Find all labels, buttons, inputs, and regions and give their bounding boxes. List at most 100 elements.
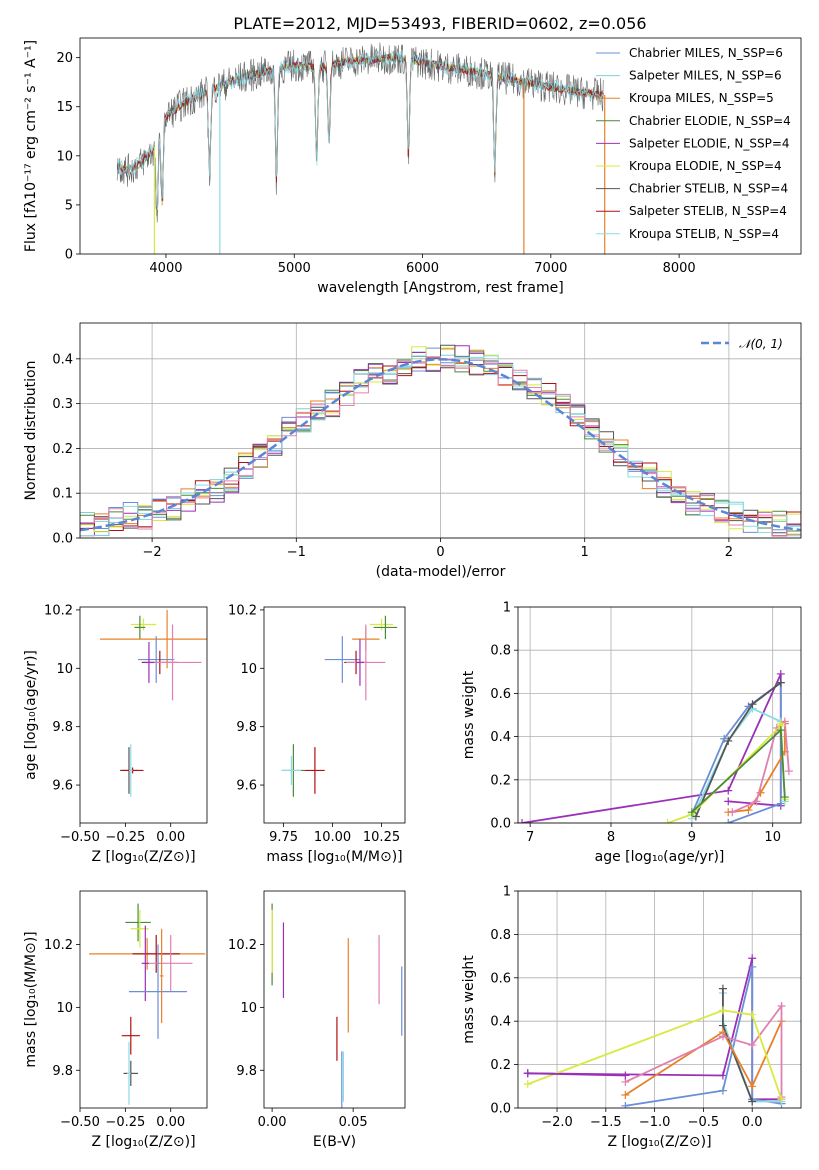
- axes-frame: [517, 890, 802, 1109]
- y-tick-label: 5: [65, 198, 73, 213]
- y-tick-label: 0.3: [52, 397, 73, 412]
- x-axis-label: mass [log₁₀(M/M⊙)]: [266, 849, 402, 865]
- normal-curve: [80, 358, 801, 532]
- residuals-panel: −2 −1 0 1 2 0.0 0.1 0.2 0.3 0.4 (data-model)/error…: [23, 322, 802, 580]
- weight-marker: [756, 788, 765, 797]
- weight-marker: [748, 1041, 757, 1050]
- figure-title: PLATE=2012, MJD=53493, FIBERID=0602, z=0…: [233, 14, 646, 33]
- x-axis-label: Z [log₁₀(Z/Z⊙)]: [91, 1134, 195, 1150]
- y-tick-label: 0.6: [490, 971, 511, 986]
- y-axis-label: age [log₁₀(age/yr)]: [23, 650, 39, 780]
- axes-frame: [517, 606, 802, 824]
- weight-line: [691, 728, 786, 813]
- weight-line: [695, 681, 782, 817]
- y-axis-label: mass weight: [461, 955, 477, 1044]
- weight-marker: [748, 954, 757, 963]
- x-tick-label: 9.75: [269, 830, 298, 845]
- x-tick-label: −1.0: [639, 1115, 671, 1130]
- y-tick-label: 10: [240, 1001, 257, 1016]
- weight-marker: [523, 1080, 532, 1089]
- age-vs-Z-plot-area: [99, 609, 207, 797]
- y-tick-label: 0.1: [52, 487, 73, 502]
- x-axis-label: wavelength [Angstrom, rest frame]: [317, 280, 563, 296]
- x-tick-label: 1: [581, 545, 589, 560]
- axes-frame: [79, 37, 802, 255]
- mass-vs-ebv-plot-area: [271, 903, 403, 1108]
- weight-marker: [724, 786, 733, 795]
- y-tick-label: 0: [65, 248, 73, 263]
- y-tick-label: 10.2: [44, 603, 73, 618]
- weight-marker: [748, 1097, 757, 1106]
- spectrum-line: [116, 53, 604, 211]
- y-tick-label: 10.2: [44, 938, 73, 953]
- y-tick-label: 0.6: [490, 687, 511, 702]
- y-tick-label: 0.0: [490, 817, 511, 832]
- weight-vs-age-plot-area: [518, 669, 793, 823]
- y-tick-label: 0.4: [490, 1015, 511, 1030]
- weight-marker: [663, 819, 672, 823]
- weight-marker: [718, 984, 727, 993]
- weight-marker: [523, 1069, 532, 1078]
- spectrum-line: [116, 42, 604, 223]
- x-tick-label: 10.00: [314, 830, 351, 845]
- weight-marker: [776, 678, 785, 687]
- weight-line: [624, 1020, 783, 1096]
- y-tick-label: 0.0: [52, 532, 73, 547]
- weight-marker: [518, 819, 527, 823]
- weight-marker: [784, 767, 793, 776]
- legend-label: Salpeter STELIB, N_SSP=4: [629, 204, 787, 218]
- y-tick-label: 0.2: [52, 442, 73, 457]
- y-axis-label: mass [log₁₀(M/M⊙)]: [23, 931, 39, 1067]
- x-tick-label: −1.5: [590, 1115, 622, 1130]
- weight-marker: [718, 1032, 727, 1041]
- weight-line: [521, 673, 782, 823]
- spectrum-line: [116, 50, 604, 210]
- x-tick-label: −0.50: [60, 1115, 100, 1130]
- residuals-plot-area: [80, 344, 801, 538]
- x-tick-label: −0.25: [105, 1115, 145, 1130]
- x-tick-label: 0.05: [339, 1115, 368, 1130]
- legend-label: Salpeter ELODIE, N_SSP=4: [629, 136, 790, 150]
- x-tick-label: 10.25: [363, 830, 400, 845]
- weight-line: [722, 988, 754, 1102]
- weight-marker: [776, 669, 785, 678]
- weight-marker: [748, 1082, 757, 1091]
- x-tick-label: 4000: [149, 261, 182, 276]
- y-tick-label: 0.0: [490, 1102, 511, 1117]
- histogram-step: [80, 356, 801, 538]
- weight-marker: [776, 726, 785, 735]
- y-tick-label: 0.8: [490, 644, 511, 659]
- y-tick-label: 10.2: [228, 938, 257, 953]
- age-vs-mass-plot-area: [281, 615, 398, 797]
- weight-marker: [621, 1071, 630, 1080]
- y-tick-label: 0.2: [490, 773, 511, 788]
- legend-label: Chabrier ELODIE, N_SSP=4: [629, 114, 791, 128]
- spectrum-plot-area: [116, 42, 606, 254]
- x-tick-label: −2.0: [541, 1115, 573, 1130]
- age-vs-Z-panel: −0.50 −0.25 0.00 9.6 9.8 10 10.2 Z [log₁₀(Z/Z⊙)…: [23, 603, 208, 865]
- weight-marker: [748, 962, 757, 971]
- weight-marker: [724, 819, 733, 823]
- x-tick-label: 0.0: [742, 1115, 763, 1130]
- mass-vs-ebv-panel: 0.00 0.05 9.8 10 10.2 E(B-V): [228, 890, 406, 1150]
- weight-marker: [720, 734, 729, 743]
- mass-vs-Z-plot-area: [89, 903, 206, 1105]
- weight-marker: [776, 799, 785, 808]
- legend-label: Kroupa MILES, N_SSP=5: [629, 91, 774, 105]
- spectrum-line: [116, 53, 604, 215]
- spectrum-line: [116, 54, 604, 216]
- weight-marker: [728, 808, 737, 817]
- legend-label: Salpeter MILES, N_SSP=6: [629, 69, 782, 83]
- weight-marker: [724, 736, 733, 745]
- y-axis-label: Normed distribution: [23, 361, 39, 501]
- weight-marker: [621, 1090, 630, 1099]
- x-axis-label: Z [log₁₀(Z/Z⊙)]: [91, 849, 195, 865]
- x-tick-label: 0: [436, 545, 444, 560]
- weight-marker: [718, 1086, 727, 1095]
- y-axis-label: Flux [fλ10⁻¹⁷ erg cm⁻² s⁻¹ A⁻¹]: [23, 40, 39, 252]
- weight-marker: [724, 797, 733, 806]
- y-tick-label: 1: [503, 885, 511, 900]
- x-tick-label: 10: [764, 830, 781, 845]
- spectrum-line: [116, 53, 604, 210]
